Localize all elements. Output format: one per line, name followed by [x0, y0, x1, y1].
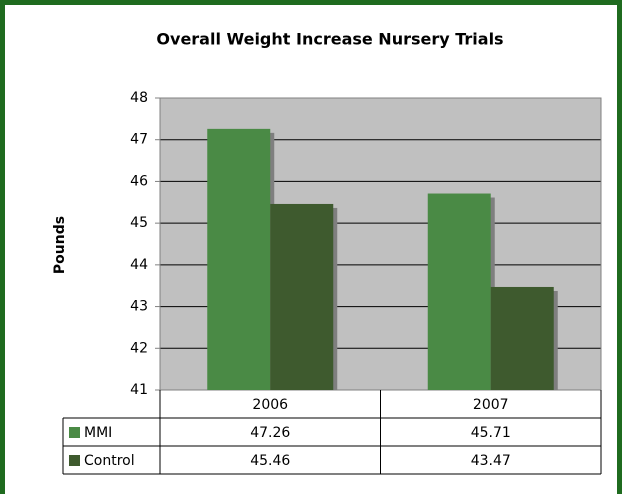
x-tick-label: 2007 [473, 397, 509, 413]
table-value: 45.71 [471, 425, 511, 441]
y-tick-label: 47 [130, 132, 148, 148]
y-tick-label: 48 [130, 90, 148, 106]
table-value: 47.26 [250, 425, 290, 441]
chart-title: Overall Weight Increase Nursery Trials [156, 30, 503, 49]
y-axis-label: Pounds [52, 216, 68, 274]
y-tick-label: 43 [130, 299, 148, 315]
legend-label: MMI [84, 425, 112, 441]
x-tick-label: 2006 [252, 397, 288, 413]
bar [427, 193, 491, 390]
y-tick-label: 42 [130, 340, 148, 356]
table-value: 43.47 [471, 453, 511, 469]
y-tick-label: 44 [130, 257, 148, 273]
y-tick-label: 45 [130, 215, 148, 231]
y-tick-label: 41 [130, 382, 148, 398]
bar [207, 128, 271, 390]
bar [490, 286, 554, 390]
y-tick-label: 46 [130, 173, 148, 189]
legend-swatch [69, 455, 80, 466]
table-value: 45.46 [250, 453, 290, 469]
legend-swatch [69, 427, 80, 438]
bar [270, 203, 334, 390]
legend-label: Control [84, 453, 135, 469]
